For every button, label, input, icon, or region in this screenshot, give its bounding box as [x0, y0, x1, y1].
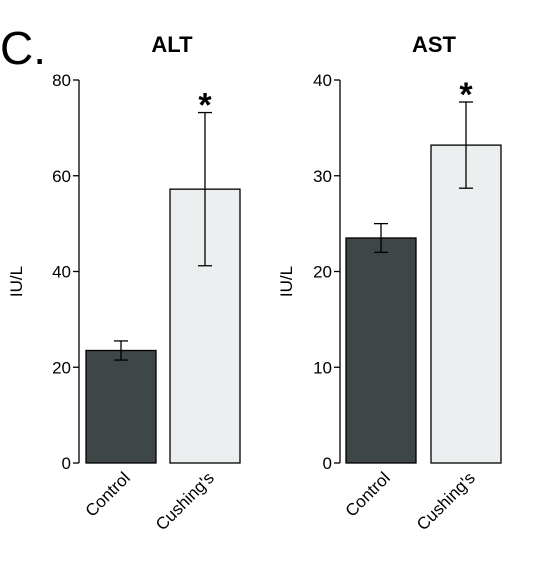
y-tick-label: 20: [313, 263, 332, 282]
chart-alt: ALT 0 20 40 60 80 IU/L Control Cushing's *: [7, 32, 241, 534]
bar-control: [85, 349, 157, 464]
category-label: Cushing's: [152, 468, 218, 534]
y-tick-label: 0: [62, 454, 71, 473]
chart-ast: AST 0 10 20 30 40 IU/L Control Cushing's *: [277, 32, 502, 534]
bar-cushings: [430, 144, 502, 464]
chart-title: AST: [412, 32, 457, 57]
category-label: Control: [342, 468, 394, 520]
y-tick-label: 20: [52, 358, 71, 377]
y-tick-label: 40: [313, 71, 332, 90]
bar-control: [345, 237, 417, 464]
y-tick-label: 10: [313, 358, 332, 377]
significance-asterisk: *: [459, 76, 473, 114]
category-label: Control: [82, 468, 134, 520]
y-tick-label: 80: [52, 71, 71, 90]
category-label: Cushing's: [413, 468, 479, 534]
significance-asterisk: *: [198, 87, 212, 125]
y-axis-label: IU/L: [277, 266, 296, 297]
y-tick-label: 60: [52, 167, 71, 186]
y-tick-label: 40: [52, 263, 71, 282]
y-axis-label: IU/L: [7, 266, 26, 297]
y-tick-label: 30: [313, 167, 332, 186]
y-tick-label: 0: [323, 454, 332, 473]
panel-label: C.: [0, 22, 46, 74]
chart-title: ALT: [151, 32, 193, 57]
